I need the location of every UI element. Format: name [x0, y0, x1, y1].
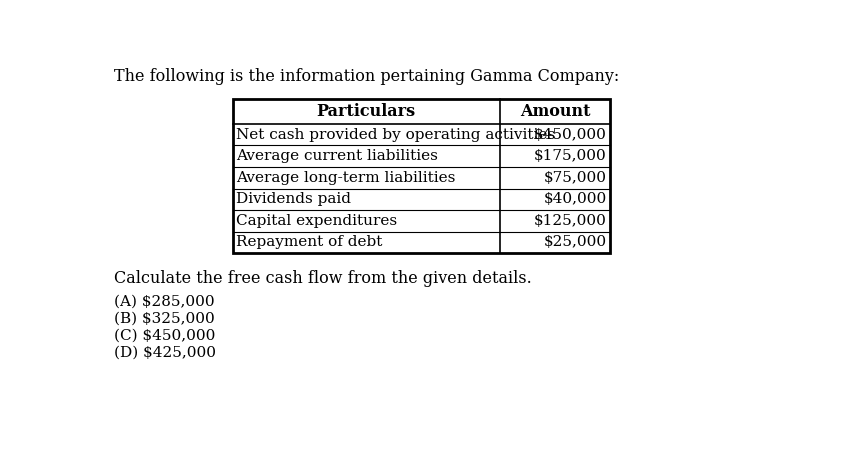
- Text: Average long-term liabilities: Average long-term liabilities: [235, 171, 455, 185]
- Text: $40,000: $40,000: [544, 192, 607, 207]
- Text: $25,000: $25,000: [544, 236, 607, 249]
- Text: $125,000: $125,000: [534, 214, 607, 228]
- Text: Average current liabilities: Average current liabilities: [235, 149, 438, 163]
- Text: $450,000: $450,000: [534, 128, 607, 142]
- Text: Capital expenditures: Capital expenditures: [235, 214, 397, 228]
- Text: Calculate the free cash flow from the given details.: Calculate the free cash flow from the gi…: [114, 270, 532, 287]
- Text: Net cash provided by operating activities: Net cash provided by operating activitie…: [235, 128, 555, 142]
- Text: (D) $425,000: (D) $425,000: [114, 346, 216, 359]
- Text: Particulars: Particulars: [317, 103, 416, 120]
- Text: $175,000: $175,000: [534, 149, 607, 163]
- Bar: [233, 99, 610, 253]
- Text: Amount: Amount: [519, 103, 590, 120]
- Text: The following is the information pertaining Gamma Company:: The following is the information pertain…: [114, 68, 620, 86]
- Text: (B) $325,000: (B) $325,000: [114, 312, 215, 326]
- Text: Dividends paid: Dividends paid: [235, 192, 351, 207]
- Text: (A) $285,000: (A) $285,000: [114, 295, 214, 309]
- Text: (C) $450,000: (C) $450,000: [114, 329, 215, 343]
- Text: $75,000: $75,000: [544, 171, 607, 185]
- Text: Repayment of debt: Repayment of debt: [235, 236, 382, 249]
